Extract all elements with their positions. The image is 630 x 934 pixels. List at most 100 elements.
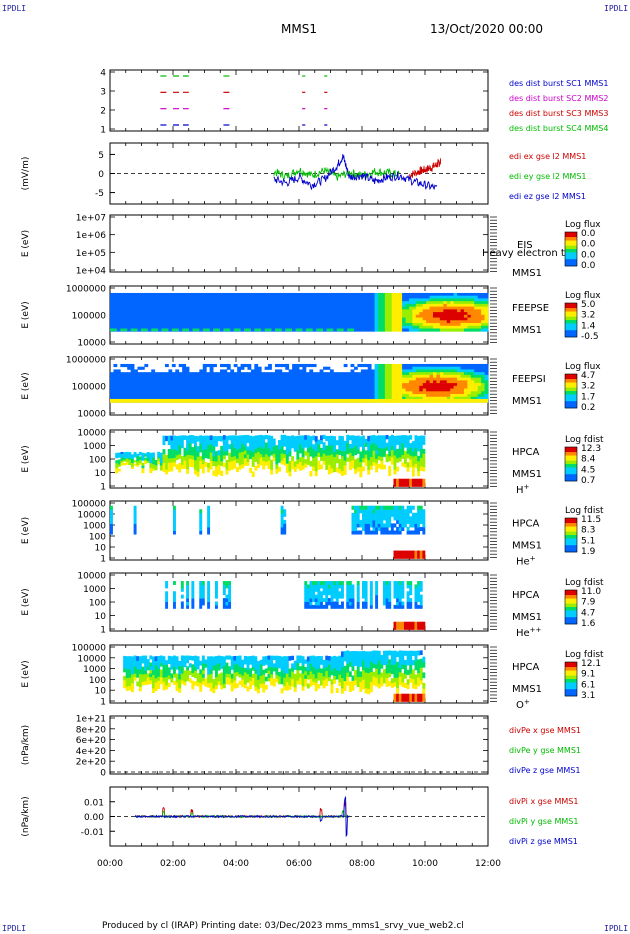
hpca-o-ytick: 10 — [95, 687, 107, 697]
divpe-ytick: 1e+21 — [76, 715, 106, 725]
colorbar-tick: 0.0 — [581, 240, 596, 250]
burst-ytick: 2 — [100, 107, 106, 117]
divpe-ytick: 6e+20 — [76, 736, 107, 746]
feeps-electron-spectrogram — [110, 292, 489, 332]
hpca-o-spectrogram — [123, 650, 426, 702]
time-tick-label: 04:00 — [223, 859, 249, 869]
divpi-ytick: 0.00 — [84, 813, 104, 823]
colorbar-5 — [564, 373, 578, 409]
edi-series-1 — [273, 166, 400, 181]
legend-divpe: divPe y gse MMS1 — [509, 746, 581, 755]
header-mission: MMS1 — [281, 22, 317, 36]
divpe-ytick: 0 — [100, 769, 106, 779]
hpca-he-hot-patch — [393, 550, 426, 559]
feeps-ion-spacecraft: MMS1 — [512, 396, 542, 407]
edi-series-0 — [408, 158, 442, 180]
colorbar-tick: 3.2 — [581, 311, 595, 321]
footer-credit: Produced by cl (IRAP) Printing date: 03/… — [102, 921, 464, 931]
colorbar-4 — [564, 302, 578, 338]
panel-frame-3 — [109, 214, 489, 273]
feeps-ion-ytick: 10000 — [77, 410, 106, 420]
colorbar-title: Log flux — [565, 362, 601, 372]
colorbar-tick: 0.2 — [581, 403, 595, 413]
hpca-he2-ytick: 10000 — [77, 572, 106, 582]
divpi-ytick: -0.01 — [81, 828, 104, 838]
feeps-electron-instrument: FEEPSE — [512, 303, 549, 314]
hpca-o-spacecraft: MMS1 — [512, 684, 542, 695]
burst-ytick: 3 — [100, 88, 106, 98]
hpca-o-hot-patch — [393, 693, 426, 702]
eis-overlap-text: Heavy electron tof — [482, 248, 575, 259]
hpca-o-ytick: 10000 — [77, 654, 106, 664]
legend-edi: edi ey gse l2 MMS1 — [509, 172, 587, 181]
colorbar-8 — [564, 589, 578, 625]
burst-ytick: 1 — [100, 126, 106, 136]
colorbar-tick: 7.9 — [581, 598, 596, 608]
colorbar-tick: 9.1 — [581, 670, 595, 680]
colorbar-tick: 0.0 — [581, 261, 596, 271]
hpca-he-spectrogram — [110, 505, 426, 559]
colorbar-tick: 8.3 — [581, 526, 595, 536]
colorbar-title: Log fdist — [565, 650, 604, 660]
legend-divpi: divPi x gse MMS1 — [509, 797, 578, 806]
colorbar-9 — [564, 661, 578, 697]
colorbar-title: Log flux — [565, 220, 601, 230]
eis-ytick: 1e+04 — [76, 267, 107, 277]
burst-ytick: 4 — [100, 69, 106, 79]
feeps-ion-ylabel: E (eV) — [21, 372, 31, 399]
colorbar-tick: 1.9 — [581, 547, 596, 557]
colorbar-tick: 3.1 — [581, 691, 595, 701]
colorbar-tick: 6.1 — [581, 680, 595, 690]
colorbar-tick: -0.5 — [581, 332, 599, 342]
feeps-ion-instrument: FEEPSI — [512, 374, 546, 385]
legend-burst: des dist burst SC4 MMS4 — [509, 124, 608, 133]
colorbar-tick: 12.3 — [581, 444, 601, 454]
legend-burst: des dist burst SC1 MMS1 — [509, 79, 608, 88]
hpca-h-instrument: HPCA — [512, 447, 540, 458]
legend-edi: edi ez gse l2 MMS1 — [509, 192, 586, 201]
hpca-h-ytick: 1000 — [83, 442, 106, 452]
hpca-h-spacecraft: MMS1 — [512, 469, 542, 480]
hpca-o-instrument: HPCA — [512, 662, 540, 673]
panel-frame-10 — [109, 715, 489, 775]
colorbar-7 — [564, 517, 578, 553]
colorbar-6 — [564, 446, 578, 482]
divpi-series-2 — [134, 795, 350, 838]
eis-ytick: 1e+07 — [76, 214, 106, 224]
colorbar-title: Log fdist — [565, 578, 604, 588]
hpca-he-spacecraft: MMS1 — [512, 541, 542, 552]
colorbar-tick: 11.5 — [581, 515, 601, 525]
divpi-ytick: 0.01 — [84, 798, 104, 808]
hpca-h-species: H+ — [516, 483, 530, 496]
panel-frame-1 — [109, 69, 489, 132]
legend-divpi: divPi z gse MMS1 — [509, 837, 578, 846]
colorbar-tick: 1.7 — [581, 392, 595, 402]
hpca-h-ytick: 10 — [95, 469, 107, 479]
hpca-he-ytick: 100 — [89, 533, 106, 543]
hpca-he2-instrument: HPCA — [512, 590, 540, 601]
header-date: 13/Oct/2020 00:00 — [430, 22, 544, 36]
feeps-electron-ylabel: E (eV) — [21, 301, 31, 328]
time-tick-label: 06:00 — [286, 859, 312, 869]
feeps-electron-ytick: 10000 — [77, 339, 106, 349]
colorbar-tick: 11.0 — [581, 587, 601, 597]
time-tick-label: 02:00 — [160, 859, 186, 869]
eis-spacecraft: MMS1 — [512, 268, 542, 279]
feeps-ion-spectrogram — [110, 363, 489, 403]
eis-instrument: EIS — [517, 240, 533, 251]
colorbar-title: Log flux — [565, 291, 601, 301]
legend-divpe: divPe z gse MMS1 — [509, 766, 580, 775]
hpca-he-ytick: 100000 — [72, 500, 107, 510]
feeps-electron-ytick: 100000 — [72, 312, 107, 322]
hpca-o-ylabel: E (eV) — [21, 660, 31, 687]
hpca-o-species: O+ — [516, 698, 530, 711]
edi-ylabel: (mV/m) — [21, 157, 31, 191]
hpca-h-ytick: 100 — [89, 456, 106, 466]
hpca-o-ytick: 100000 — [72, 644, 107, 654]
colorbar-title: Log fdist — [565, 435, 604, 445]
colorbar-tick: 12.1 — [581, 659, 601, 669]
colorbar-tick: 4.5 — [581, 465, 595, 475]
feeps-electron-spacecraft: MMS1 — [512, 325, 542, 336]
hpca-he2-species: He++ — [516, 626, 542, 639]
corner-tag-tl: IPDLI — [2, 4, 27, 13]
